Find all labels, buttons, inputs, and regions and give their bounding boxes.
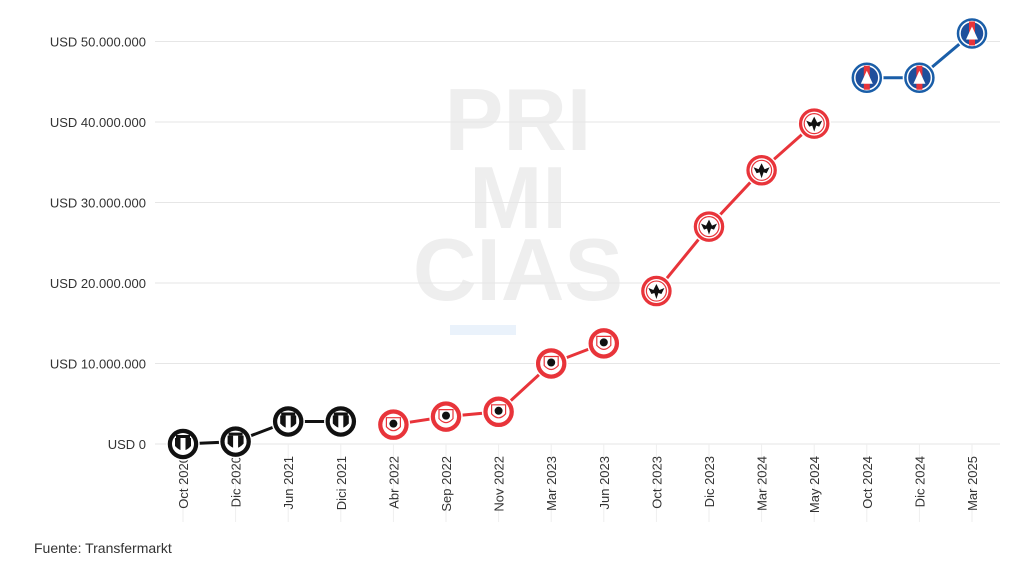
data-point-antwerp-crest-icon[interactable] [587, 326, 621, 361]
data-point-antwerp-crest-icon[interactable] [534, 346, 568, 381]
x-tick-label: Jun 2023 [597, 456, 612, 510]
x-tick-label: Mar 2023 [544, 456, 559, 511]
x-axis: Oct 2020 Dic 2020 Jun 2021 Dici 2021 Abr 202… [176, 456, 980, 513]
data-point-psg-crest-icon[interactable] [902, 60, 937, 95]
data-point-eintracht-eagle-icon[interactable] [744, 153, 779, 188]
data-point-eintracht-eagle-icon[interactable] [639, 274, 674, 308]
x-tick-label: Mar 2024 [755, 456, 770, 511]
x-tick-label: Dic 2023 [702, 456, 717, 507]
y-tick-label: USD 0 [108, 437, 146, 452]
series-line [655, 122, 816, 292]
x-tick-label: May 2024 [807, 456, 822, 513]
data-point-antwerp-crest-icon[interactable] [429, 399, 463, 434]
data-point-psg-crest-icon[interactable] [955, 16, 989, 51]
data-point-antwerp-crest-icon[interactable] [376, 407, 411, 442]
x-tick-label: Abr 2022 [386, 456, 401, 509]
series-3 [850, 16, 989, 95]
data-point-independiente-crest-icon[interactable] [271, 404, 305, 439]
data-point-eintracht-eagle-icon[interactable] [797, 106, 831, 141]
y-tick-label: USD 50.000.000 [50, 35, 146, 50]
y-tick-label: USD 40.000.000 [50, 115, 146, 130]
series-layer [166, 16, 989, 461]
x-tick-label: Mar 2025 [965, 456, 980, 511]
x-tick-label: Dic 2020 [229, 456, 244, 507]
data-point-antwerp-crest-icon[interactable] [481, 395, 516, 429]
y-tick-label: USD 10.000.000 [50, 357, 146, 372]
watermark-text: CIAS [413, 220, 623, 319]
watermark-text: MI [469, 148, 567, 247]
data-point-independiente-crest-icon[interactable] [166, 427, 200, 461]
watermark-bar [450, 325, 516, 335]
x-tick-label: Dic 2024 [912, 456, 927, 507]
x-tick-label: Nov 2022 [492, 456, 507, 512]
series-line [182, 419, 341, 446]
x-tick-label: Sep 2022 [439, 456, 454, 512]
gridlines [155, 41, 1000, 522]
source-note: Fuente: Transfermarkt [34, 540, 172, 556]
y-tick-label: USD 20.000.000 [50, 276, 146, 291]
series-1 [376, 326, 621, 442]
series-0 [166, 404, 358, 461]
y-axis: USD 0 USD 10.000.000 USD 20.000.000 USD 30.… [50, 35, 146, 453]
data-point-independiente-crest-icon[interactable] [218, 424, 253, 459]
data-point-independiente-crest-icon[interactable] [324, 404, 358, 439]
y-tick-label: USD 30.000.000 [50, 196, 146, 211]
x-tick-label: Oct 2020 [176, 456, 191, 509]
data-point-psg-crest-icon[interactable] [850, 60, 884, 95]
x-tick-label: Oct 2024 [860, 456, 875, 509]
x-tick-label: Oct 2023 [649, 456, 664, 509]
x-tick-label: Dici 2021 [334, 456, 349, 510]
series-2 [639, 106, 831, 308]
data-point-eintracht-eagle-icon[interactable] [692, 209, 726, 244]
watermark-text: PRI [445, 70, 592, 169]
x-tick-label: Jun 2021 [281, 456, 296, 510]
